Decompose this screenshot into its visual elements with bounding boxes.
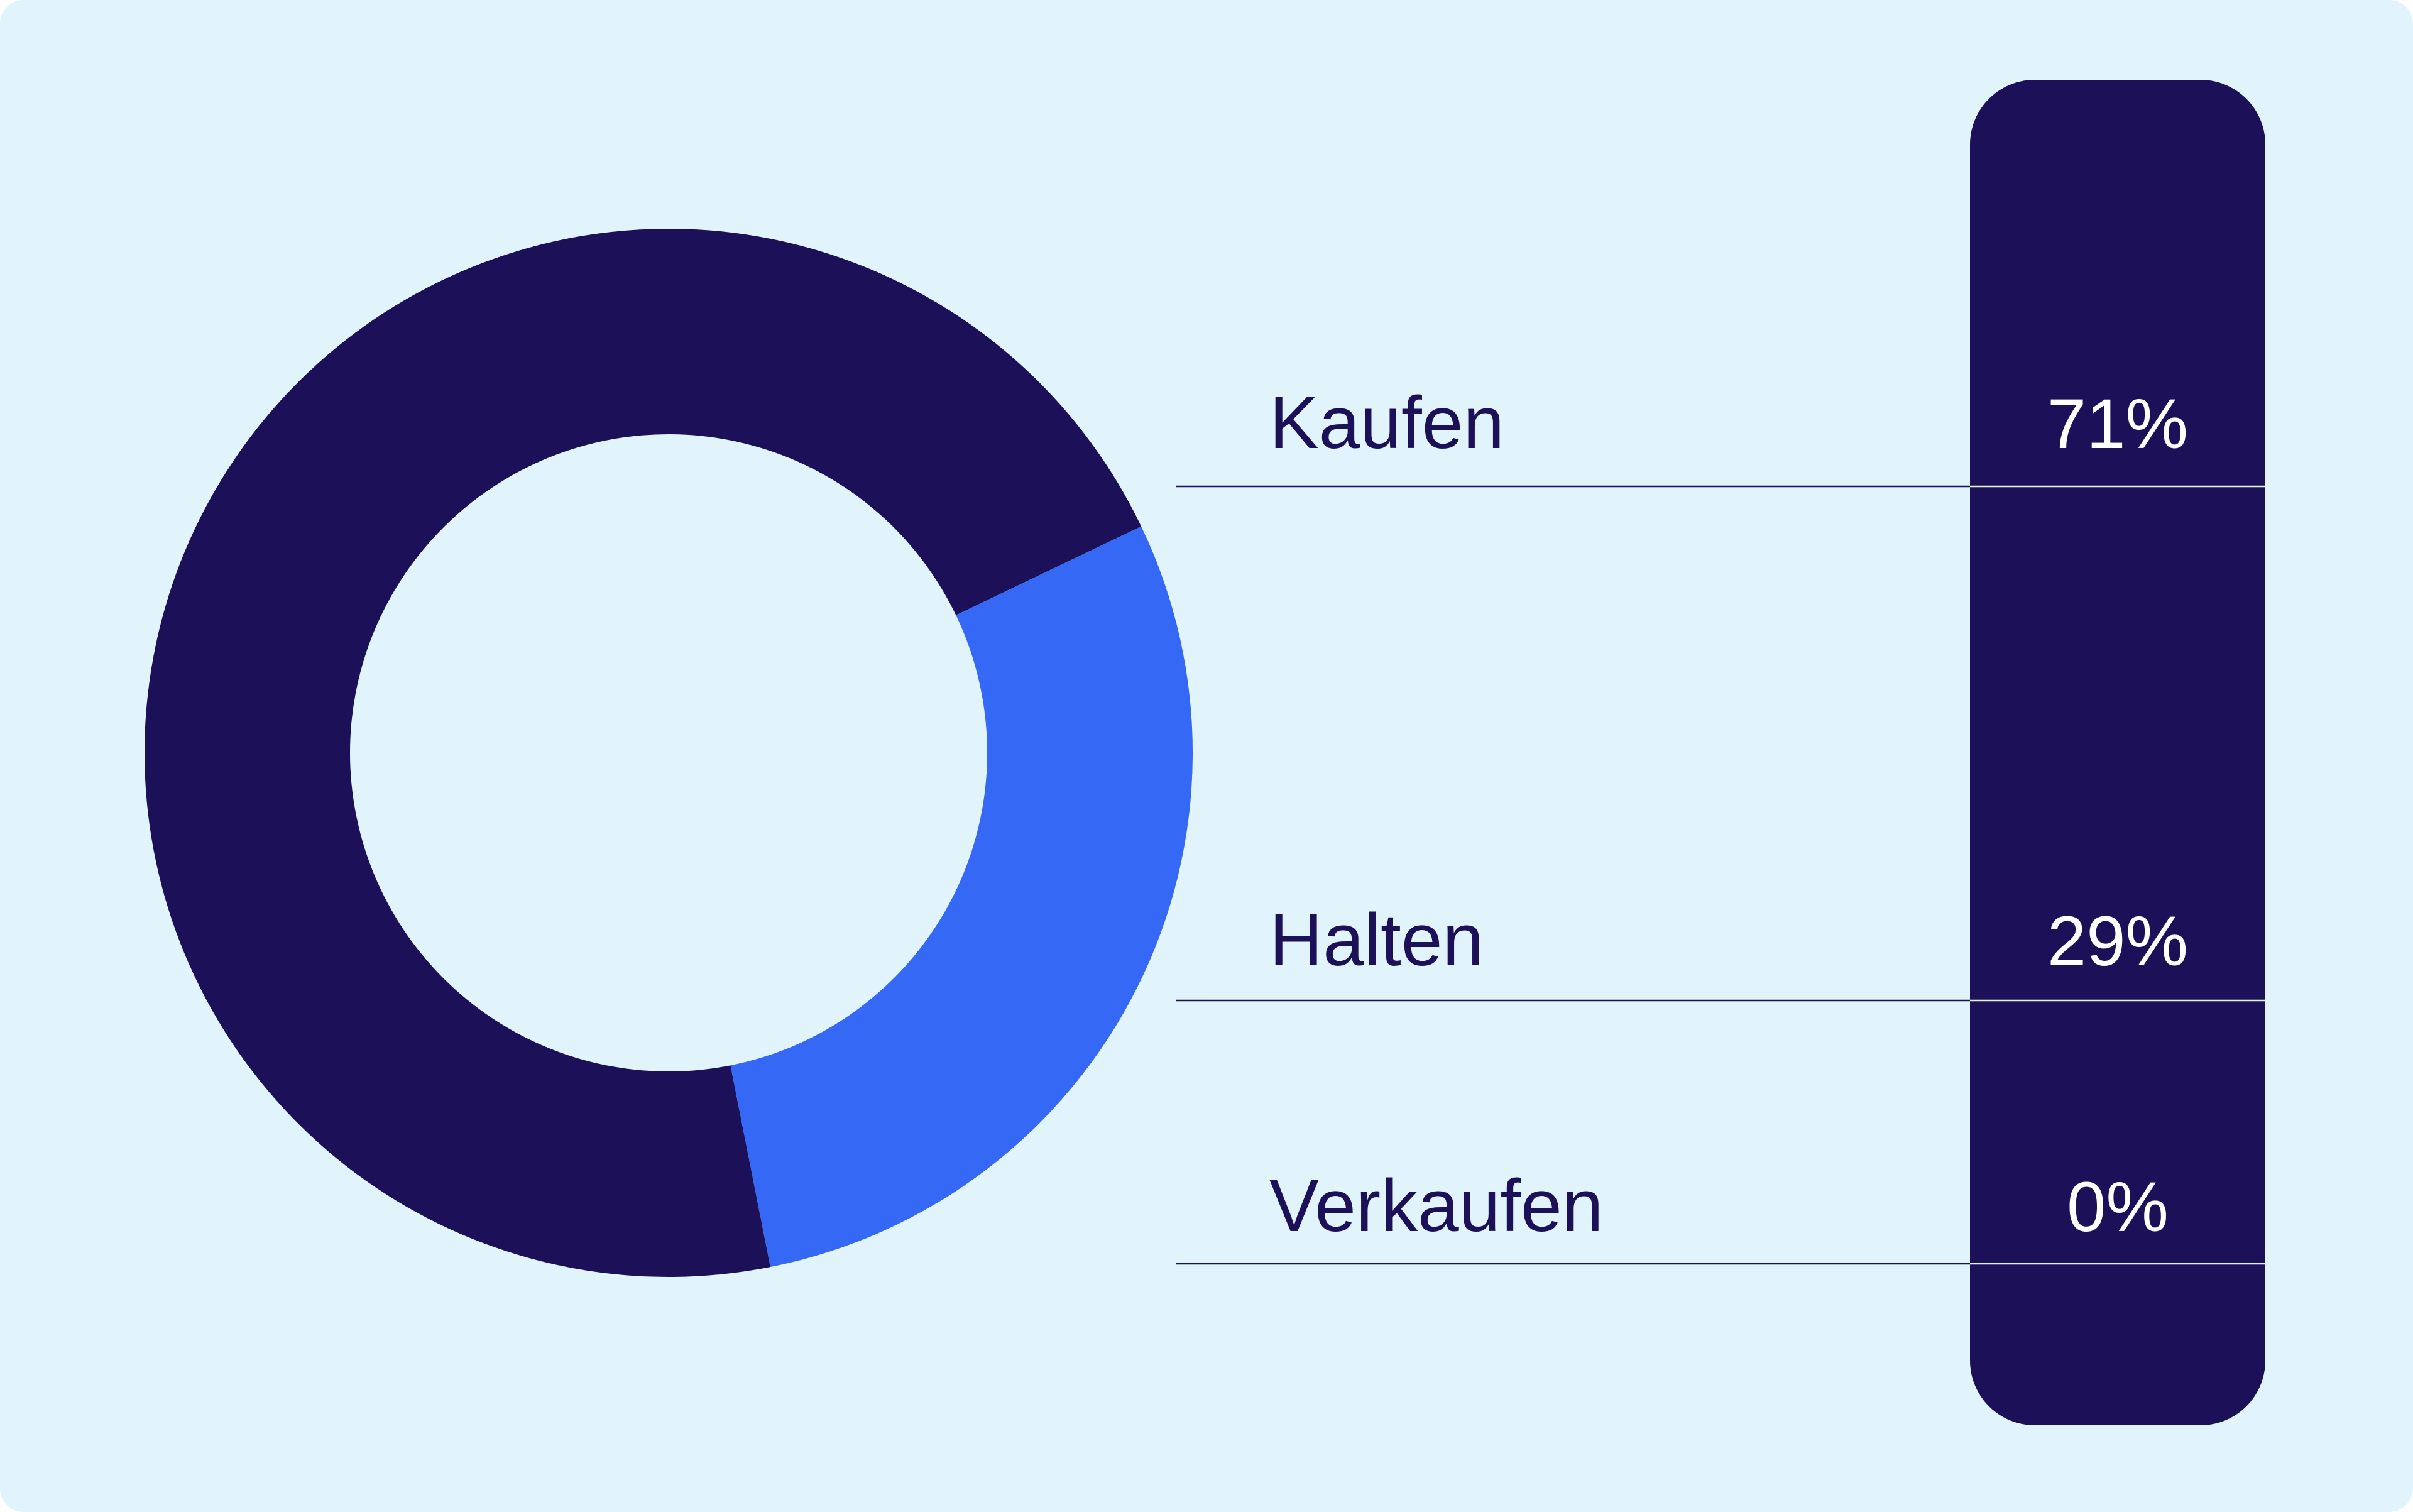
value-label: 0% [2067, 1168, 2169, 1246]
category-label: Verkaufen [1269, 1164, 1603, 1247]
value-label: 71% [2047, 385, 2188, 463]
category-label: Halten [1269, 899, 1484, 982]
donut-segment [730, 526, 1193, 1268]
donut-segment [145, 229, 1142, 1277]
category-label: Kaufen [1269, 381, 1504, 464]
value-panel [1970, 80, 2265, 1425]
value-label: 29% [2047, 902, 2188, 980]
